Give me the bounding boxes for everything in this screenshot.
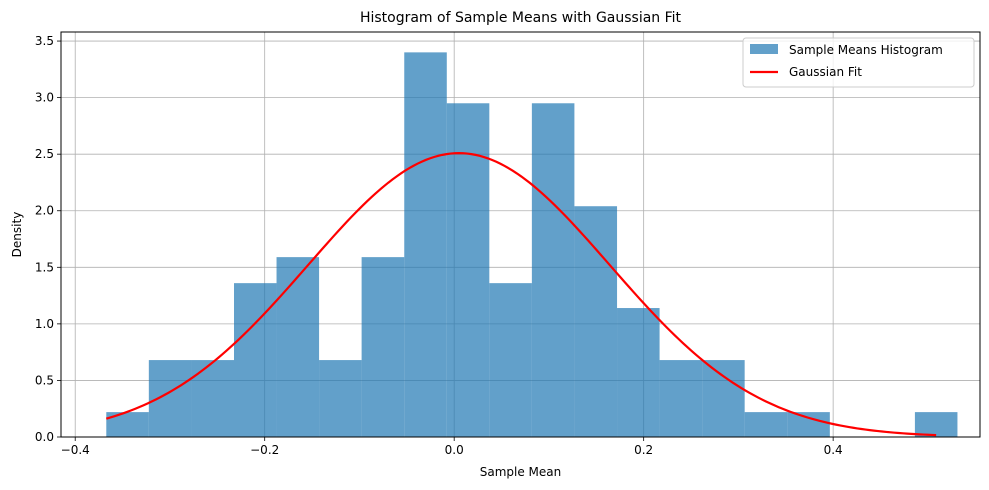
histogram-bar bbox=[361, 257, 405, 437]
histogram-bar bbox=[914, 412, 958, 437]
legend: Sample Means Histogram Gaussian Fit bbox=[742, 37, 975, 88]
y-tick-label: 1.0 bbox=[35, 317, 54, 331]
axis-ticks: −0.4 −0.2 0.0 0.2 0.4 0.0 0.5 1.0 1.5 2.0 2.5 3.0 3.… bbox=[35, 34, 843, 457]
histogram-bars bbox=[106, 52, 958, 438]
plot-frame bbox=[60, 31, 981, 438]
histogram-bar bbox=[276, 257, 320, 437]
histogram-bar bbox=[787, 412, 830, 437]
histogram-bar bbox=[446, 103, 490, 438]
y-tick-label: 2.5 bbox=[35, 147, 54, 161]
y-tick-label: 3.0 bbox=[35, 91, 54, 105]
y-axis-label: Density bbox=[10, 212, 24, 258]
histogram-bar bbox=[659, 360, 703, 437]
legend-label-gaussian: Gaussian Fit bbox=[789, 65, 862, 79]
histogram-bar bbox=[191, 360, 234, 437]
legend-swatch-histogram bbox=[750, 44, 778, 54]
histogram-bar bbox=[404, 52, 447, 437]
histogram-bar bbox=[744, 412, 788, 437]
histogram-bar bbox=[574, 206, 618, 437]
x-tick-label: −0.4 bbox=[61, 443, 90, 457]
histogram-bar bbox=[531, 103, 575, 438]
x-tick-label: 0.4 bbox=[824, 443, 843, 457]
histogram-bar bbox=[702, 360, 745, 437]
histogram-bar bbox=[489, 283, 532, 437]
y-tick-label: 1.5 bbox=[35, 260, 54, 274]
histogram-bar bbox=[617, 308, 660, 437]
x-tick-label: 0.2 bbox=[634, 443, 653, 457]
histogram-bar bbox=[148, 360, 192, 437]
x-tick-label: −0.2 bbox=[250, 443, 279, 457]
legend-label-histogram: Sample Means Histogram bbox=[789, 43, 943, 57]
histogram-bar bbox=[319, 360, 362, 437]
legend-box bbox=[742, 37, 975, 88]
chart-title: Histogram of Sample Means with Gaussian … bbox=[360, 10, 682, 26]
y-tick-label: 0.0 bbox=[35, 430, 54, 444]
gaussian-curve-group bbox=[105, 152, 937, 437]
x-tick-label: 0.0 bbox=[445, 443, 464, 457]
x-axis-label: Sample Mean bbox=[480, 465, 562, 479]
y-tick-label: 3.5 bbox=[35, 34, 54, 48]
y-tick-label: 2.0 bbox=[35, 204, 54, 218]
gaussian-fit-line bbox=[105, 152, 937, 437]
y-tick-label: 0.5 bbox=[35, 373, 54, 387]
